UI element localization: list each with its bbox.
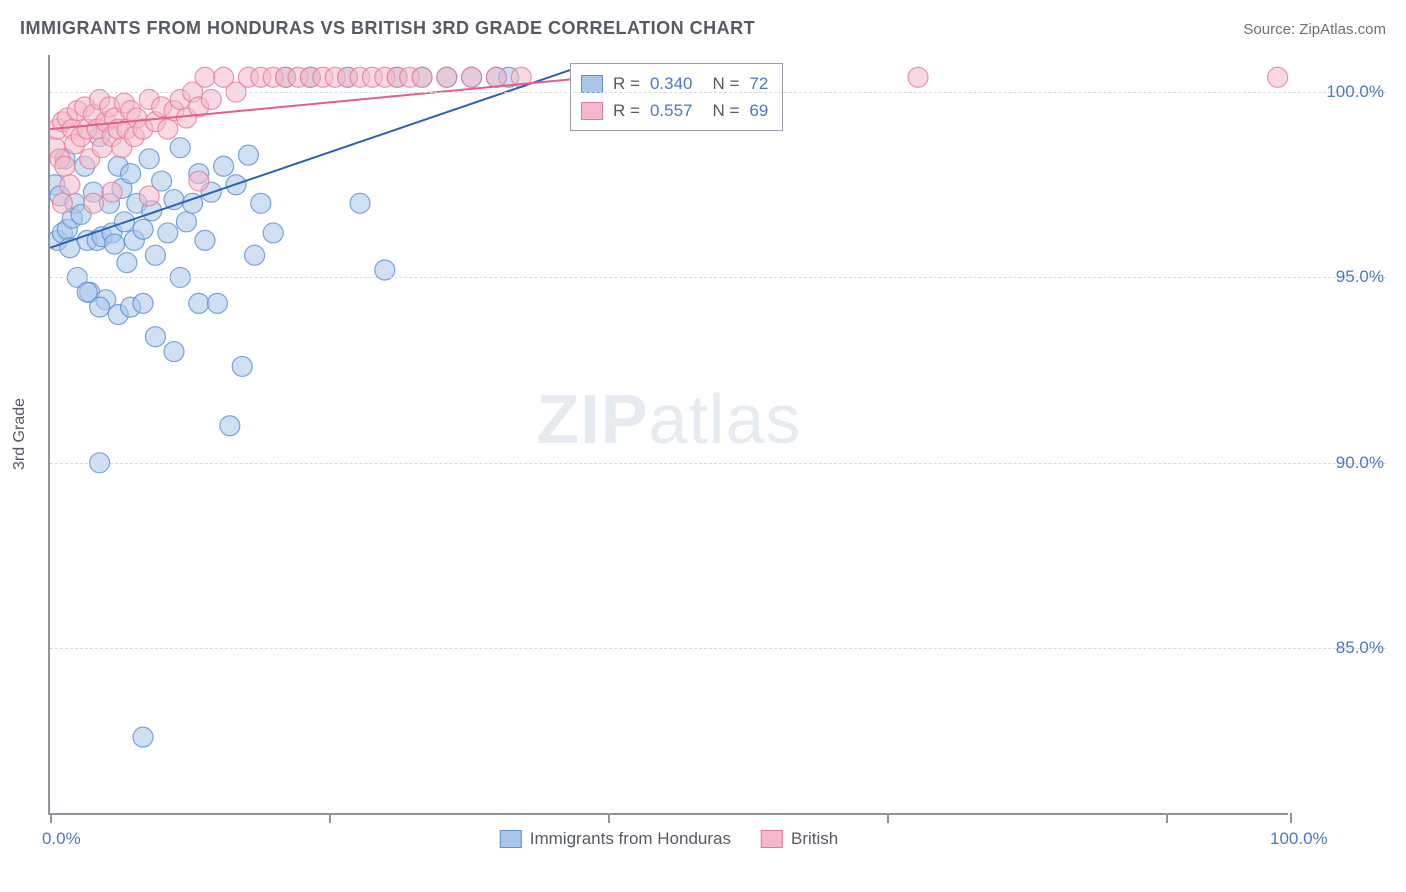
legend-r-label: R = [613,97,640,124]
data-point [251,193,271,213]
correlation-legend: R = 0.340 N = 72 R = 0.557 N = 69 [570,63,783,131]
gridline [50,463,1386,464]
data-point [214,156,234,176]
data-point [908,67,928,87]
data-point [104,234,124,254]
data-point [102,182,122,202]
gridline [50,92,1386,93]
plot-region: 3rd Grade ZIPatlas R = 0.340N = 72R = 0.… [48,55,1288,815]
y-tick-label: 90.0% [1294,453,1384,473]
x-tick [329,813,331,823]
x-tick [50,813,52,823]
data-point [176,212,196,232]
y-tick-label: 85.0% [1294,638,1384,658]
legend-n-value: 69 [749,97,768,124]
y-axis-title: 3rd Grade [11,398,29,470]
data-point [350,193,370,213]
x-axis-min-label: 0.0% [42,829,81,849]
gridline [50,648,1386,649]
data-point [486,67,506,87]
data-point [412,67,432,87]
source-value: ZipAtlas.com [1299,21,1386,38]
data-point [170,138,190,158]
data-point [139,186,159,206]
source-prefix: Source: [1243,21,1299,38]
x-tick [887,813,889,823]
y-tick-label: 95.0% [1294,267,1384,287]
data-point [158,119,178,139]
series-legend-item: Immigrants from Honduras [500,829,731,849]
x-tick [1290,813,1292,823]
x-tick [608,813,610,823]
y-tick-label: 100.0% [1294,82,1384,102]
data-point [164,342,184,362]
data-point [139,149,159,169]
series-legend-item: British [761,829,838,849]
chart-header: IMMIGRANTS FROM HONDURAS VS BRITISH 3RD … [20,18,1386,39]
data-point [83,193,103,213]
series-legend-label: British [791,829,838,849]
data-point [121,164,141,184]
x-tick [1166,813,1168,823]
data-point [90,297,110,317]
data-point [60,175,80,195]
data-point [164,190,184,210]
data-point [133,219,153,239]
data-point [133,293,153,313]
legend-swatch [581,75,603,93]
legend-swatch [761,830,783,848]
data-point [117,253,137,273]
legend-row: R = 0.557 N = 69 [581,97,768,124]
scatter-svg [50,41,1390,815]
data-point [55,156,75,176]
data-point [189,171,209,191]
data-point [462,67,482,87]
legend-r-label: R = [613,70,640,97]
data-point [263,223,283,243]
legend-r-value: 0.340 [650,70,693,97]
gridline [50,277,1386,278]
legend-swatch [500,830,522,848]
data-point [189,293,209,313]
data-point [158,223,178,243]
data-point [52,193,72,213]
legend-n-value: 72 [749,70,768,97]
legend-r-value: 0.557 [650,97,693,124]
data-point [145,245,165,265]
data-point [238,145,258,165]
legend-n-label: N = [712,97,739,124]
data-point [133,727,153,747]
data-point [437,67,457,87]
data-point [220,416,240,436]
data-point [245,245,265,265]
series-legend: Immigrants from Honduras British [500,829,838,849]
data-point [1268,67,1288,87]
data-point [145,327,165,347]
data-point [207,293,227,313]
chart-area: 3rd Grade ZIPatlas R = 0.340N = 72R = 0.… [48,55,1384,815]
chart-source: Source: ZipAtlas.com [1243,21,1386,38]
data-point [195,230,215,250]
legend-row: R = 0.340 N = 72 [581,70,768,97]
data-point [232,356,252,376]
legend-n-label: N = [712,70,739,97]
series-legend-label: Immigrants from Honduras [530,829,731,849]
chart-title: IMMIGRANTS FROM HONDURAS VS BRITISH 3RD … [20,18,755,39]
data-point [195,67,215,87]
legend-swatch [581,102,603,120]
x-axis-max-label: 100.0% [1270,829,1328,849]
